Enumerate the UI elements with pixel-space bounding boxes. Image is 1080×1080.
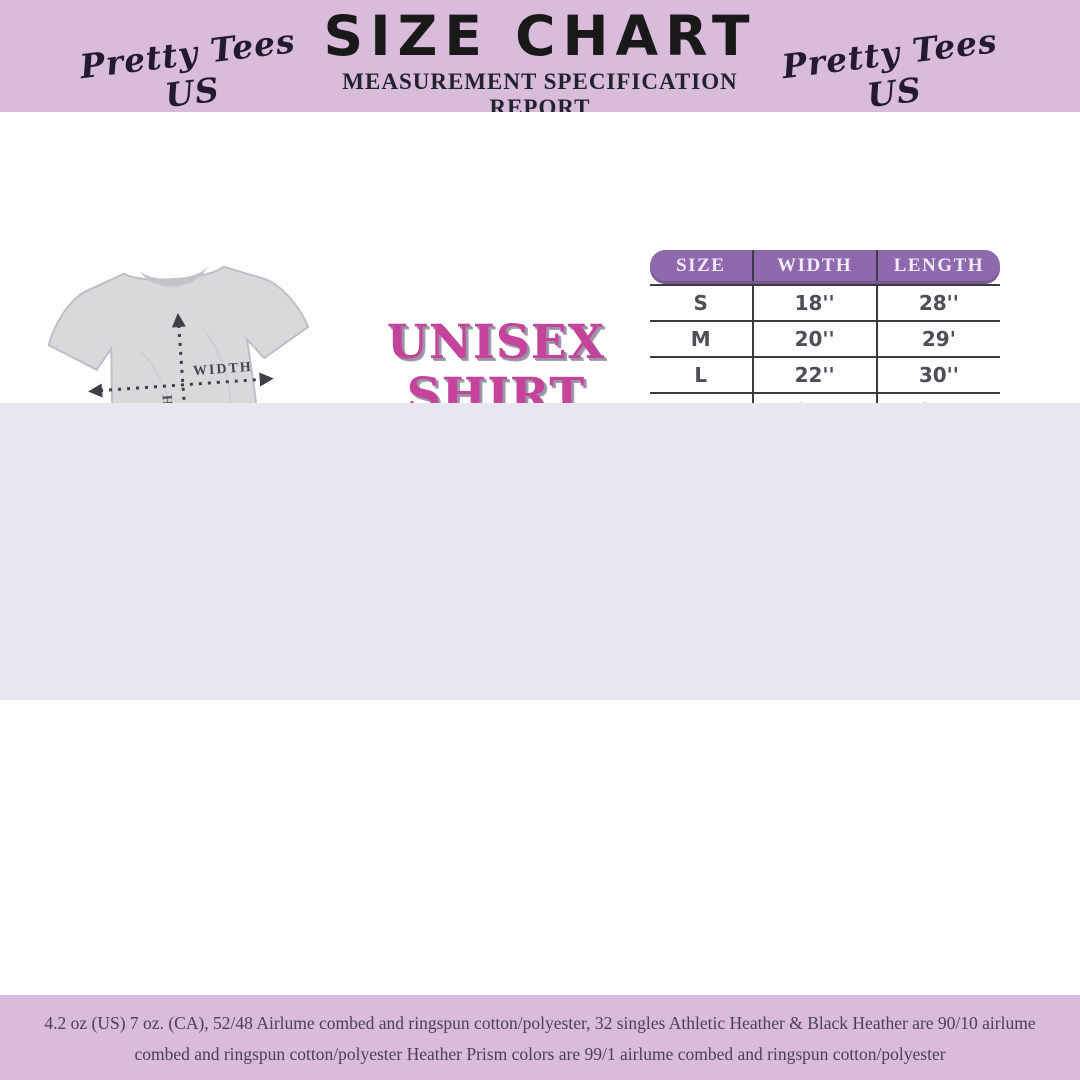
table-cell: 18'' xyxy=(751,286,876,320)
table-cell: 30'' xyxy=(875,358,1000,392)
header-band: Pretty Tees US SIZE CHART MEASUREMENT SP… xyxy=(0,0,1080,120)
table-header-cell: LENGTH xyxy=(875,250,1000,281)
tshirt-collar xyxy=(139,266,208,287)
width-arrow xyxy=(99,377,262,393)
unisex-title-line1: UNISEX xyxy=(386,315,606,370)
table-header-cell: WIDTH xyxy=(751,250,876,281)
unisex-shirt-section: WIDTH LENGTH UNISEX SHIRT SIZEWIDTHLENGT… xyxy=(0,112,1080,502)
table-header-cell: SIZE xyxy=(676,254,726,276)
table-cell: S xyxy=(693,291,708,315)
footer-band: 4.2 oz (US) 7 oz. (CA), 52/48 Airlume co… xyxy=(0,995,1080,1080)
table-cell: 22'' xyxy=(751,358,876,392)
header-title-block: SIZE CHART MEASUREMENT SPECIFICATION REP… xyxy=(290,6,790,121)
page-subtitle: MEASUREMENT SPECIFICATION REPORT xyxy=(342,68,738,120)
table-cell: M xyxy=(690,327,711,351)
table-cell: L xyxy=(694,363,708,387)
table-row: L 22'' 30'' xyxy=(650,356,1000,392)
table-cell: 20'' xyxy=(751,322,876,356)
page-title: SIZE CHART xyxy=(323,4,757,68)
hoodie-sweatshirt-section: HOODIE xyxy=(0,700,1080,995)
toddler-youth-section: TODDLER SWEATSHIRT SIZEWIDTHLENGTHT212.5… xyxy=(0,403,1080,1080)
table-row: M 20'' 29' xyxy=(650,320,1000,356)
table-row: S 18'' 28'' xyxy=(650,284,1000,320)
width-label: WIDTH xyxy=(193,360,254,379)
fabric-details-text: 4.2 oz (US) 7 oz. (CA), 52/48 Airlume co… xyxy=(44,1013,1036,1064)
table-cell: 28'' xyxy=(875,286,1000,320)
table-cell: 29' xyxy=(875,322,1000,356)
